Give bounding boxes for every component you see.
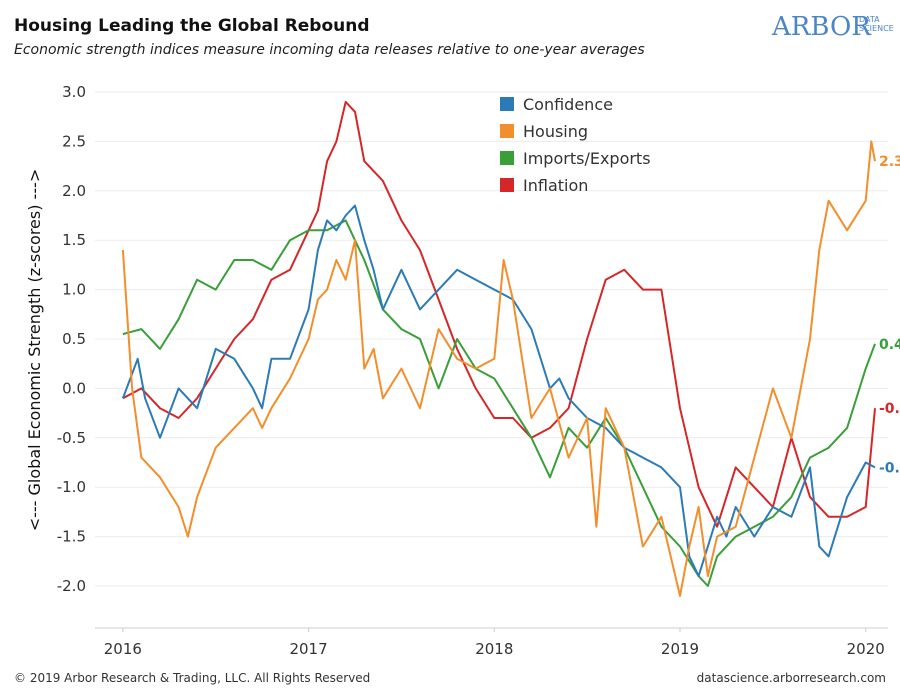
x-tick-label: 2017 bbox=[289, 640, 327, 658]
series-line-imports-exports bbox=[122, 219, 876, 587]
legend-label: Imports/Exports bbox=[523, 149, 651, 168]
y-tick-label: -0.5 bbox=[57, 429, 86, 447]
legend: Confidence Housing Imports/Exports Inflatio… bbox=[500, 95, 651, 195]
end-label-imports-exports: 0.4 bbox=[879, 337, 900, 353]
y-axis-label: <--- Global Economic Strength (z-scores)… bbox=[25, 169, 44, 532]
legend-swatch bbox=[500, 151, 514, 165]
y-tick-label: -1.5 bbox=[57, 528, 86, 546]
series-end-labels: -0.8 2.3 0.4 -0.2 bbox=[879, 154, 900, 476]
y-tick-label: -1.0 bbox=[57, 478, 86, 496]
chart-title: Housing Leading the Global Rebound bbox=[14, 16, 370, 36]
x-tick-label: 2020 bbox=[847, 640, 885, 658]
arbor-logo: ARBOR DATA SCIENCE bbox=[772, 12, 894, 46]
legend-swatch bbox=[500, 178, 514, 192]
legend-label: Confidence bbox=[523, 95, 613, 114]
legend-label: Inflation bbox=[523, 176, 588, 195]
x-tick-label: 2018 bbox=[475, 640, 513, 658]
end-label-inflation: -0.2 bbox=[879, 401, 900, 417]
series-line-housing bbox=[121, 140, 876, 597]
logo-sub-line2: SCIENCE bbox=[859, 24, 894, 33]
x-tick-label: 2019 bbox=[661, 640, 699, 658]
logo-sub-line1: DATA bbox=[859, 15, 880, 24]
x-tick-label: 2016 bbox=[104, 640, 142, 658]
x-axis-ticks: 2016 2017 2018 2019 2020 bbox=[95, 627, 888, 658]
legend-swatch bbox=[500, 97, 514, 111]
logo-subtext: DATA SCIENCE bbox=[859, 15, 894, 33]
chart-subtitle: Economic strength indices measure incomi… bbox=[14, 42, 645, 58]
gridlines bbox=[95, 91, 888, 587]
legend-label: Housing bbox=[523, 122, 588, 141]
y-tick-label: 0.5 bbox=[62, 330, 86, 348]
source-url: datascience.arborresearch.com bbox=[696, 671, 886, 685]
y-tick-label: 3.0 bbox=[62, 83, 86, 101]
y-tick-label: 0.0 bbox=[62, 379, 86, 397]
copyright-text: © 2019 Arbor Research & Trading, LLC. Al… bbox=[14, 671, 371, 685]
y-tick-label: 1.5 bbox=[62, 231, 86, 249]
y-tick-label: 2.5 bbox=[62, 132, 86, 150]
end-label-housing: 2.3 bbox=[879, 154, 900, 170]
series-line-confidence bbox=[121, 204, 876, 578]
logo-wordmark: ARBOR bbox=[772, 12, 871, 42]
y-tick-label: 1.0 bbox=[62, 281, 86, 299]
y-tick-label: 2.0 bbox=[62, 182, 86, 200]
series-lines bbox=[121, 100, 876, 597]
legend-swatch bbox=[500, 124, 514, 138]
y-axis-ticks: 3.0 2.5 2.0 1.5 1.0 0.5 0.0 -0.5 -1.0 -1.5 -2.0 bbox=[57, 83, 86, 595]
end-label-confidence: -0.8 bbox=[879, 460, 900, 476]
y-tick-label: -2.0 bbox=[57, 577, 86, 595]
